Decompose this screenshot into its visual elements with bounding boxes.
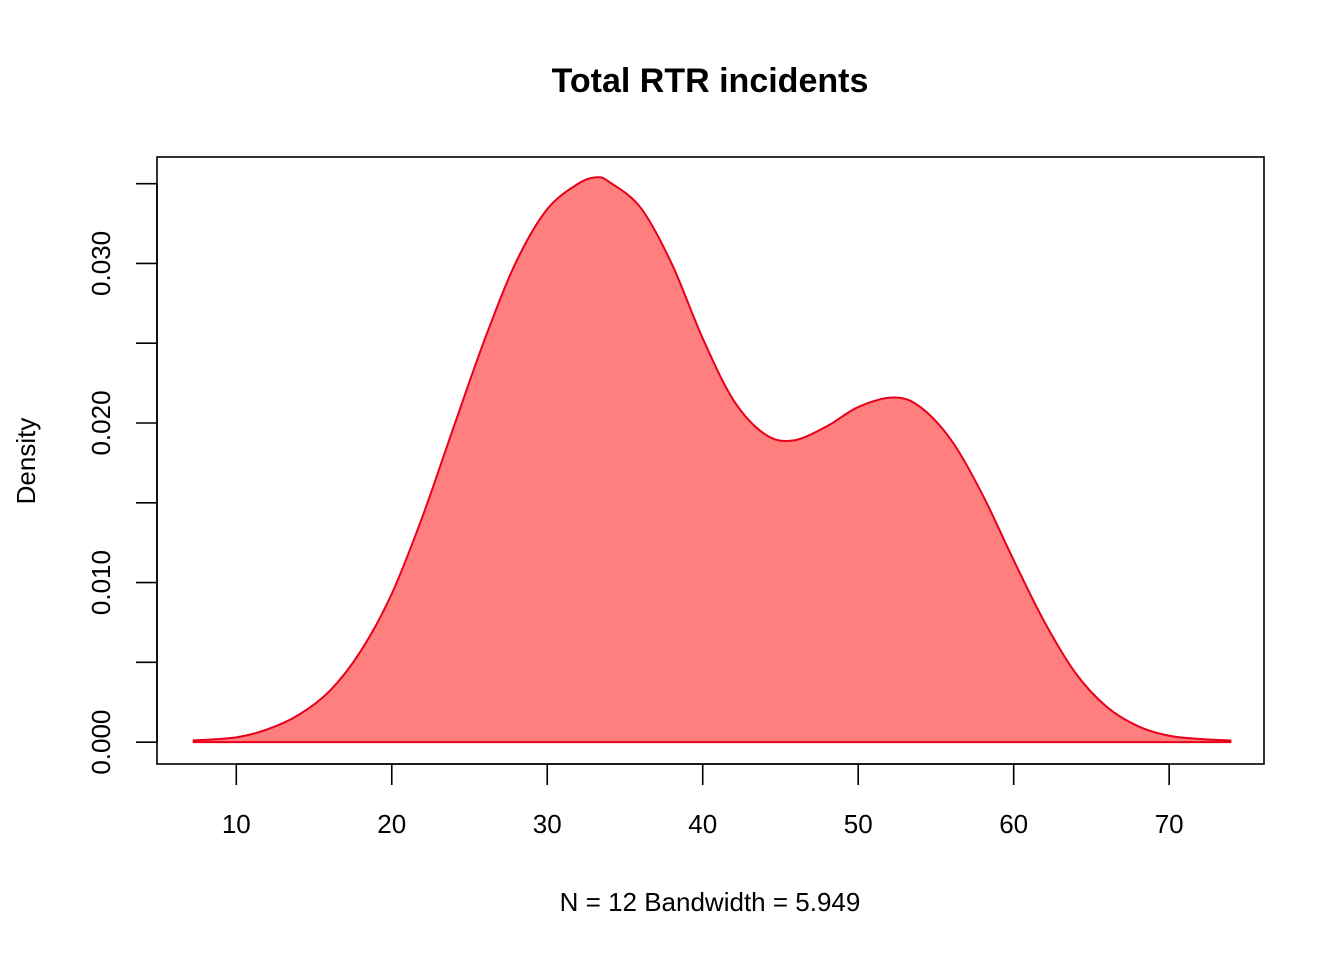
y-tick-label: 0.010 bbox=[86, 550, 116, 615]
chart-title: Total RTR incidents bbox=[552, 62, 869, 100]
y-tick-label: 0.020 bbox=[86, 390, 116, 455]
x-tick-label: 10 bbox=[222, 809, 251, 839]
y-tick-label: 0.000 bbox=[86, 710, 116, 775]
x-axis-label: N = 12 Bandwidth = 5.949 bbox=[560, 887, 861, 917]
x-tick-label: 40 bbox=[688, 809, 717, 839]
density-curve bbox=[192, 176, 1232, 742]
y-tick-label: 0.030 bbox=[86, 231, 116, 296]
y-axis-label: Density bbox=[11, 418, 41, 505]
x-axis: 10 20 30 40 50 60 70 bbox=[222, 763, 1184, 839]
plot-marks bbox=[192, 176, 1232, 744]
x-tick-label: 50 bbox=[844, 809, 873, 839]
density-area-fill bbox=[192, 177, 1232, 743]
x-tick-label: 30 bbox=[533, 809, 562, 839]
x-tick-label: 70 bbox=[1155, 809, 1184, 839]
x-tick-label: 20 bbox=[377, 809, 406, 839]
y-axis: 0.000 0.010 0.020 0.030 bbox=[86, 182, 158, 775]
x-tick-label: 60 bbox=[999, 809, 1028, 839]
